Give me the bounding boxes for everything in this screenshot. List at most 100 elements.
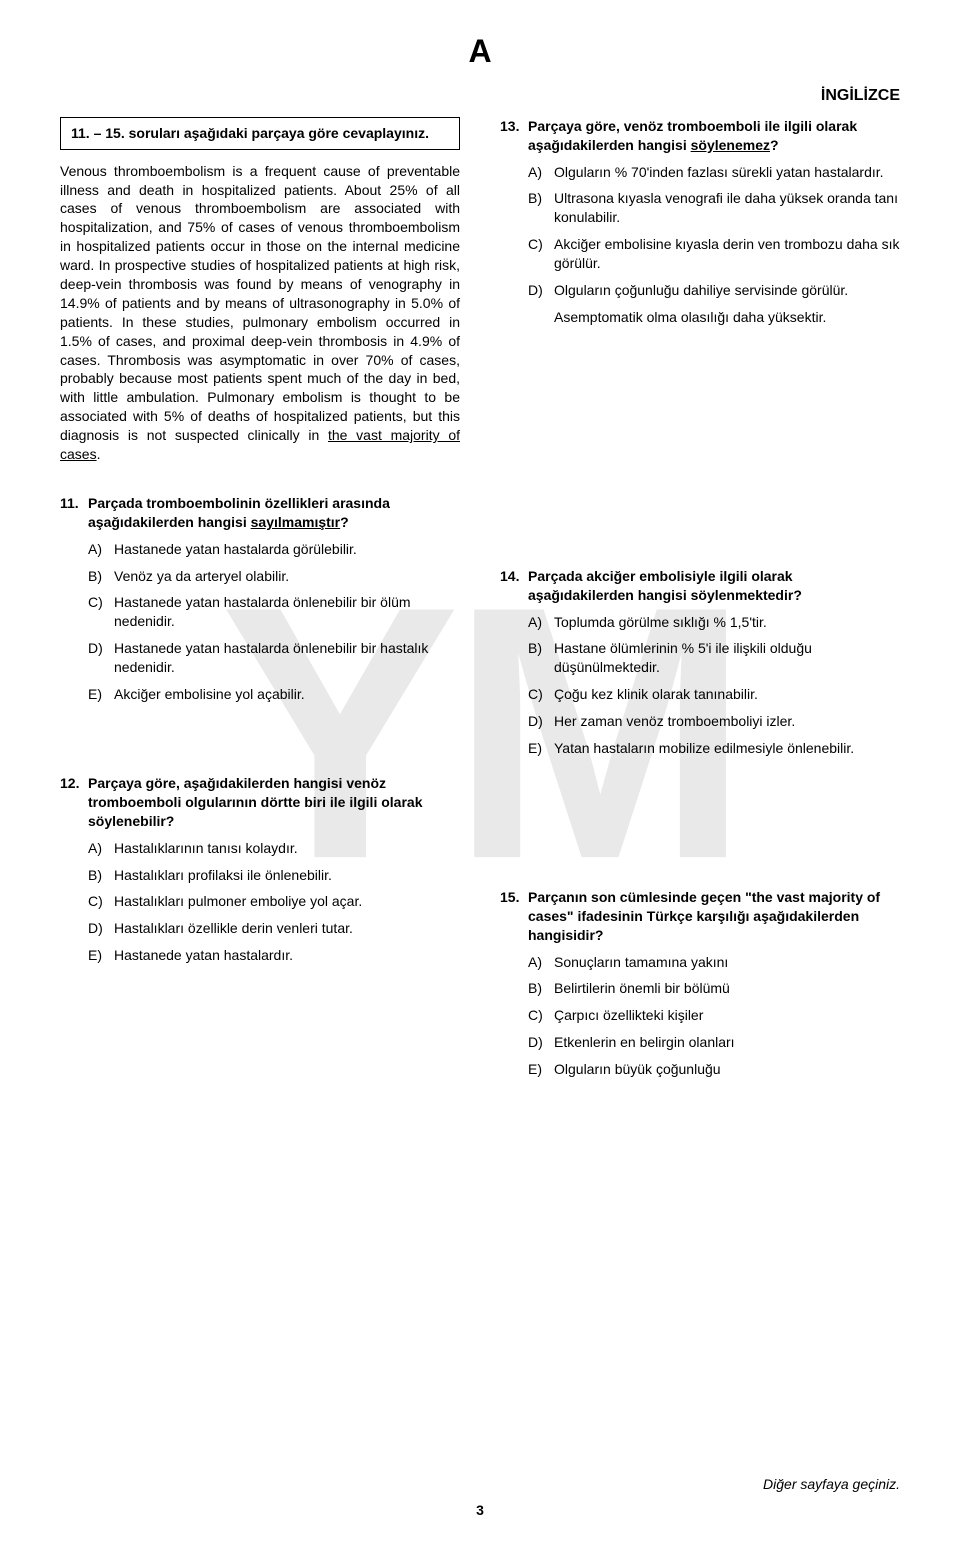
q13-option-a[interactable]: A)Olguların % 70'inden fazlası sürekli y…: [528, 163, 900, 182]
q11-text: Parçada tromboembolinin özellikleri aras…: [88, 494, 460, 532]
q15-option-d[interactable]: D)Etkenlerin en belirgin olanları: [528, 1033, 900, 1052]
opt-text: Hastalıkları özellikle derin venleri tut…: [114, 919, 460, 938]
q11-option-a[interactable]: A)Hastanede yatan hastalarda görülebilir…: [88, 540, 460, 559]
q12-text: Parçaya göre, aşağıdakilerden hangisi ve…: [88, 774, 460, 831]
right-column: 13. Parçaya göre, venöz tromboemboli ile…: [500, 117, 900, 1149]
opt-text: Sonuçların tamamına yakını: [554, 953, 900, 972]
q15-number: 15.: [500, 888, 528, 945]
opt-text: Hastanede yatan hastalarda önlenebilir b…: [114, 639, 460, 677]
opt-letter: B): [88, 567, 114, 586]
opt-text: Çarpıcı özellikteki kişiler: [554, 1006, 900, 1025]
instruction-box: 11. – 15. soruları aşağıdaki parçaya gör…: [60, 117, 460, 150]
opt-letter: C): [528, 235, 554, 273]
q13-option-d[interactable]: D)Olguların çoğunluğu dahiliye servisind…: [528, 281, 900, 300]
opt-text: Belirtilerin önemli bir bölümü: [554, 979, 900, 998]
question-11: 11. Parçada tromboembolinin özellikleri …: [60, 494, 460, 704]
opt-letter: C): [528, 1006, 554, 1025]
opt-letter: B): [528, 189, 554, 227]
q15-option-a[interactable]: A)Sonuçların tamamına yakını: [528, 953, 900, 972]
spacer: [500, 828, 900, 888]
page-number: 3: [476, 1501, 484, 1520]
opt-text: Akciğer embolisine yol açabilir.: [114, 685, 460, 704]
opt-letter: C): [528, 685, 554, 704]
q13-option-b[interactable]: B)Ultrasona kıyasla venografi ile daha y…: [528, 189, 900, 227]
subject-header: İNGİLİZCE: [60, 85, 900, 107]
spacer: [500, 397, 900, 567]
left-column: 11. – 15. soruları aşağıdaki parçaya gör…: [60, 117, 460, 1149]
opt-letter: E): [88, 685, 114, 704]
q15-text: Parçanın son cümlesinde geçen "the vast …: [528, 888, 900, 945]
q14-option-e[interactable]: E)Yatan hastaların mobilize edilmesiyle …: [528, 739, 900, 758]
opt-letter: [528, 308, 554, 327]
opt-letter: A): [88, 839, 114, 858]
opt-letter: C): [88, 593, 114, 631]
opt-letter: B): [528, 979, 554, 998]
opt-text: Olguların büyük çoğunluğu: [554, 1060, 900, 1079]
q12-option-a[interactable]: A)Hastalıklarının tanısı kolaydır.: [88, 839, 460, 858]
opt-letter: A): [528, 953, 554, 972]
q15-option-c[interactable]: C)Çarpıcı özellikteki kişiler: [528, 1006, 900, 1025]
opt-text: Hastalıkları profilaksi ile önlenebilir.: [114, 866, 460, 885]
opt-text: Yatan hastaların mobilize edilmesiyle ön…: [554, 739, 900, 758]
q13-text: Parçaya göre, venöz tromboemboli ile ilg…: [528, 117, 900, 155]
opt-text: Hastalıklarının tanısı kolaydır.: [114, 839, 460, 858]
opt-text: Asemptomatik olma olasılığı daha yüksekt…: [554, 308, 900, 327]
q11-number: 11.: [60, 494, 88, 532]
q11-option-b[interactable]: B)Venöz ya da arteryel olabilir.: [88, 567, 460, 586]
q15-option-e[interactable]: E)Olguların büyük çoğunluğu: [528, 1060, 900, 1079]
q11-option-c[interactable]: C)Hastanede yatan hastalarda önlenebilir…: [88, 593, 460, 631]
opt-letter: E): [528, 1060, 554, 1079]
q13-text-post: ?: [770, 137, 779, 153]
question-12: 12. Parçaya göre, aşağıdakilerden hangis…: [60, 774, 460, 965]
q14-text: Parçada akciğer embolisiyle ilgili olara…: [528, 567, 900, 605]
q13-options: A)Olguların % 70'inden fazlası sürekli y…: [528, 163, 900, 327]
opt-text: Çoğu kez klinik olarak tanınabilir.: [554, 685, 900, 704]
q12-option-d[interactable]: D)Hastalıkları özellikle derin venleri t…: [88, 919, 460, 938]
booklet-letter: A: [60, 30, 900, 73]
q11-option-e[interactable]: E)Akciğer embolisine yol açabilir.: [88, 685, 460, 704]
opt-text: Venöz ya da arteryel olabilir.: [114, 567, 460, 586]
opt-text: Ultrasona kıyasla venografi ile daha yük…: [554, 189, 900, 227]
q13-option-e[interactable]: Asemptomatik olma olasılığı daha yüksekt…: [528, 308, 900, 327]
q14-option-b[interactable]: B)Hastane ölümlerinin % 5'i ile ilişkili…: [528, 639, 900, 677]
question-14: 14. Parçada akciğer embolisiyle ilgili o…: [500, 567, 900, 758]
passage-end: .: [97, 446, 101, 462]
opt-letter: D): [528, 281, 554, 300]
opt-letter: B): [528, 639, 554, 677]
q14-options: A)Toplumda görülme sıklığı % 1,5'tir. B)…: [528, 613, 900, 758]
opt-text: Hastanede yatan hastalarda önlenebilir b…: [114, 593, 460, 631]
opt-letter: D): [528, 712, 554, 731]
q13-number: 13.: [500, 117, 528, 155]
q11-option-d[interactable]: D)Hastanede yatan hastalarda önlenebilir…: [88, 639, 460, 677]
q11-text-post: ?: [340, 514, 349, 530]
opt-text: Hastanede yatan hastalarda görülebilir.: [114, 540, 460, 559]
q14-option-c[interactable]: C)Çoğu kez klinik olarak tanınabilir.: [528, 685, 900, 704]
q12-number: 12.: [60, 774, 88, 831]
opt-letter: A): [528, 613, 554, 632]
question-15: 15. Parçanın son cümlesinde geçen "the v…: [500, 888, 900, 1079]
opt-letter: C): [88, 892, 114, 911]
q12-option-b[interactable]: B)Hastalıkları profilaksi ile önlenebili…: [88, 866, 460, 885]
q15-option-b[interactable]: B)Belirtilerin önemli bir bölümü: [528, 979, 900, 998]
opt-letter: D): [88, 639, 114, 677]
q13-text-underline: söylenemez: [691, 137, 770, 153]
opt-letter: A): [88, 540, 114, 559]
q11-text-underline: sayılmamıştır: [251, 514, 341, 530]
opt-text: Olguların çoğunluğu dahiliye servisinde …: [554, 281, 900, 300]
opt-text: Her zaman venöz tromboemboliyi izler.: [554, 712, 900, 731]
q13-option-c[interactable]: C)Akciğer embolisine kıyasla derin ven t…: [528, 235, 900, 273]
opt-text: Olguların % 70'inden fazlası sürekli yat…: [554, 163, 900, 182]
q14-number: 14.: [500, 567, 528, 605]
opt-letter: D): [88, 919, 114, 938]
q11-options: A)Hastanede yatan hastalarda görülebilir…: [88, 540, 460, 704]
opt-text: Hastanede yatan hastalardır.: [114, 946, 460, 965]
q14-option-d[interactable]: D)Her zaman venöz tromboemboliyi izler.: [528, 712, 900, 731]
opt-letter: B): [88, 866, 114, 885]
opt-letter: D): [528, 1033, 554, 1052]
q12-option-e[interactable]: E)Hastanede yatan hastalardır.: [88, 946, 460, 965]
passage-text: Venous thromboembolism is a frequent cau…: [60, 163, 460, 443]
q14-option-a[interactable]: A)Toplumda görülme sıklığı % 1,5'tir.: [528, 613, 900, 632]
opt-text: Etkenlerin en belirgin olanları: [554, 1033, 900, 1052]
q12-option-c[interactable]: C)Hastalıkları pulmoner emboliye yol aça…: [88, 892, 460, 911]
q12-options: A)Hastalıklarının tanısı kolaydır. B)Has…: [88, 839, 460, 965]
